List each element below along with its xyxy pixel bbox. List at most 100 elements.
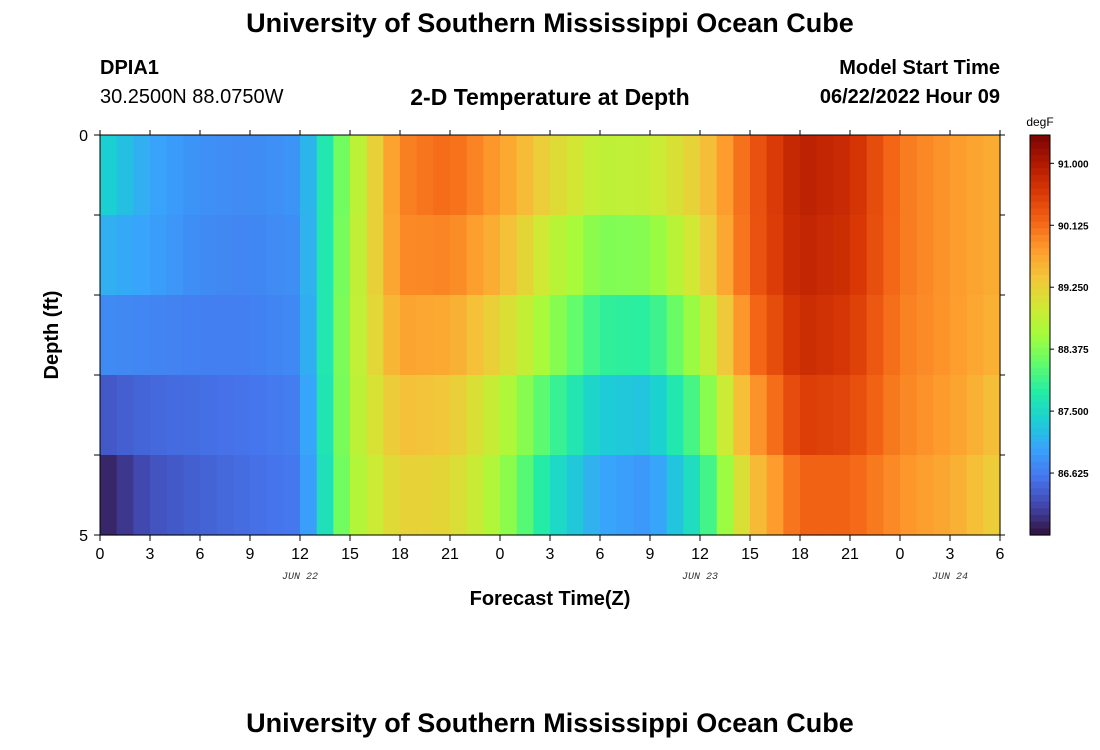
x-tick-label: 12 [691, 546, 709, 563]
model-start-value: 06/22/2022 Hour 09 [819, 86, 1000, 108]
heatmap-cell [416, 215, 434, 296]
heatmap-cell [950, 295, 968, 376]
heatmap-cell [633, 295, 651, 376]
colorbar-swatch [1030, 475, 1050, 483]
heatmap-cell [783, 135, 801, 216]
heatmap-cell [333, 455, 351, 536]
heatmap-cell [466, 295, 484, 376]
colorbar-swatch [1030, 461, 1050, 469]
colorbar-swatch [1030, 408, 1050, 416]
heatmap-cell [616, 375, 634, 456]
colorbar-swatch [1030, 168, 1050, 176]
heatmap-cell [150, 295, 168, 376]
heatmap-cell [166, 215, 184, 296]
colorbar-tick-label: 87.500 [1058, 407, 1089, 418]
heatmap-cell [666, 375, 684, 456]
heatmap-cell [250, 215, 268, 296]
heatmap-cell [583, 215, 601, 296]
heatmap-cell [200, 135, 218, 216]
heatmap-cell [766, 455, 784, 536]
heatmap-cell [533, 375, 551, 456]
heatmap-cell [966, 135, 984, 216]
heatmap-cell [983, 375, 1001, 456]
heatmap-cell [466, 375, 484, 456]
colorbar-swatch [1030, 281, 1050, 289]
heatmap-cell [916, 455, 934, 536]
heatmap-cell [266, 215, 284, 296]
date-label: JUN 24 [932, 572, 968, 583]
colorbar-swatch [1030, 228, 1050, 236]
heatmap-cell [700, 135, 718, 216]
heatmap-cell [866, 295, 884, 376]
heatmap-cell [233, 375, 251, 456]
y-axis-label: Depth (ft) [41, 291, 63, 380]
heatmap-cell [333, 135, 351, 216]
x-tick-label: 0 [896, 546, 905, 563]
heatmap-cell [350, 455, 368, 536]
heatmap-cell [750, 215, 768, 296]
heatmap-cell [333, 295, 351, 376]
heatmap-cell [816, 215, 834, 296]
colorbar-swatch [1030, 221, 1050, 229]
heatmap-cell [316, 455, 334, 536]
heatmap-cell [583, 295, 601, 376]
heatmap-cell [483, 295, 501, 376]
heatmap-cell [566, 215, 584, 296]
heatmap-cell [183, 455, 201, 536]
heatmap-cell [683, 295, 701, 376]
heatmap-cell [566, 135, 584, 216]
heatmap-cell [216, 135, 234, 216]
heatmap-cell [716, 295, 734, 376]
heatmap-cell [550, 375, 568, 456]
heatmap-cell [383, 295, 401, 376]
heatmap-cell [700, 295, 718, 376]
heatmap-cell [533, 295, 551, 376]
heatmap-cell [550, 215, 568, 296]
heatmap-cell [166, 135, 184, 216]
heatmap-cell [733, 135, 751, 216]
heatmap-cell [116, 295, 134, 376]
heatmap-cell [500, 375, 518, 456]
heatmap-cell [883, 215, 901, 296]
heatmap-cell [433, 295, 451, 376]
heatmap-cell [250, 375, 268, 456]
colorbar-swatch [1030, 188, 1050, 196]
heatmap-cell [916, 375, 934, 456]
heatmap-cell [650, 455, 668, 536]
heatmap-cell [416, 135, 434, 216]
heatmap-cell [733, 375, 751, 456]
colorbar-tick-label: 91.000 [1058, 159, 1089, 170]
heatmap-cell [383, 455, 401, 536]
colorbar-swatch [1030, 315, 1050, 323]
heatmap-cell [433, 455, 451, 536]
heatmap-cell [233, 135, 251, 216]
heatmap-cell [216, 295, 234, 376]
heatmap-cell [383, 375, 401, 456]
x-axis-label: Forecast Time(Z) [470, 588, 631, 610]
plot-title: 2-D Temperature at Depth [410, 84, 690, 110]
heatmap-cell [283, 215, 301, 296]
heatmap-cell [366, 215, 384, 296]
heatmap-cell [316, 215, 334, 296]
heatmap-cell [950, 215, 968, 296]
colorbar-swatch [1030, 455, 1050, 463]
heatmap-cell [400, 375, 418, 456]
heatmap-cell [100, 455, 118, 536]
heatmap-cell [633, 215, 651, 296]
colorbar-swatch [1030, 341, 1050, 349]
colorbar-swatch [1030, 415, 1050, 423]
heatmap-cell [100, 375, 118, 456]
x-tick-label: 9 [246, 546, 255, 563]
heatmap-cell [116, 135, 134, 216]
heatmap-cell [133, 135, 151, 216]
station-id: DPIA1 [100, 57, 159, 79]
heatmap-cell [783, 455, 801, 536]
heatmap-cell [483, 215, 501, 296]
heatmap-cell [116, 455, 134, 536]
colorbar-frame [1029, 134, 1051, 536]
heatmap-cell [616, 295, 634, 376]
heatmap-cell [666, 455, 684, 536]
heatmap-cell [216, 215, 234, 296]
heatmap-cell [183, 295, 201, 376]
heatmap-cell [183, 375, 201, 456]
